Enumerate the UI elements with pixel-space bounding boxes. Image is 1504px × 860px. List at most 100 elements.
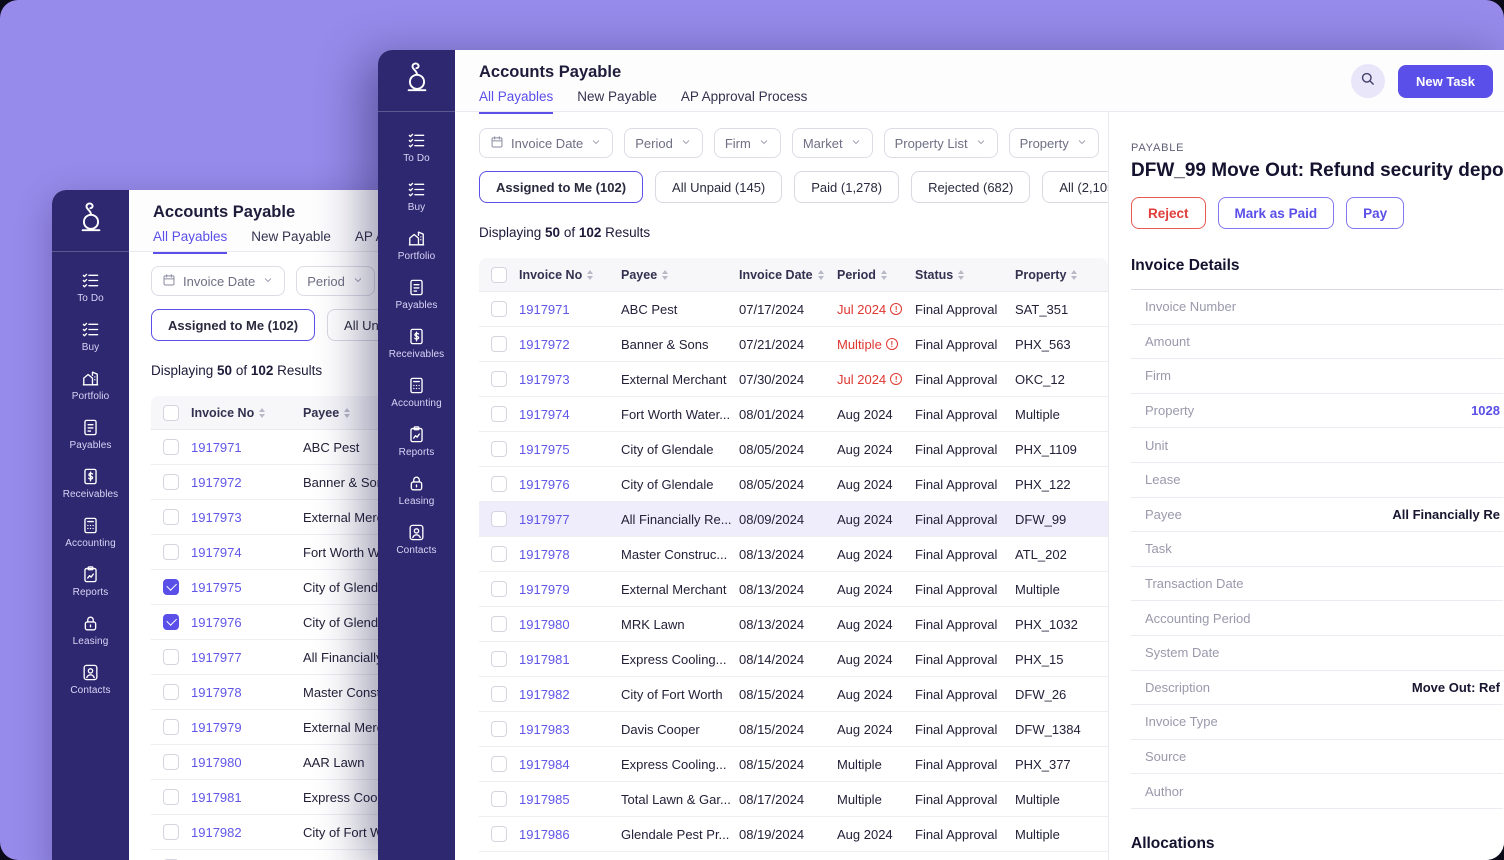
sidebar-item-contacts[interactable]: Contacts [378, 515, 455, 564]
table-row[interactable]: 1917976 City of Glendale 08/05/2024 Aug 202… [479, 467, 1108, 502]
column-header-payee[interactable]: Payee [303, 406, 692, 420]
filter-invoice-date[interactable]: Invoice Date [479, 128, 614, 158]
invoice-link[interactable]: 1917983 [519, 721, 570, 737]
invoice-link[interactable]: 1917981 [519, 651, 570, 667]
table-row[interactable]: 1917972 Banner & Sons 07/21/2024 Multiple! F… [479, 327, 1108, 362]
row-checkbox[interactable] [163, 719, 179, 735]
mark-as-paid-button[interactable]: Mark as Paid [1217, 197, 1335, 229]
row-checkbox[interactable] [163, 579, 179, 595]
sidebar-item-contacts[interactable]: Contacts [52, 655, 129, 704]
table-row[interactable]: 1917975 City of Glendale 08/05/2024 Aug 202… [479, 432, 1108, 467]
row-checkbox[interactable] [491, 546, 507, 562]
invoice-link[interactable]: 1917976 [191, 614, 242, 630]
tab-new-payable[interactable]: New Payable [251, 229, 331, 244]
sidebar-item-accounting[interactable]: Accounting [378, 368, 455, 417]
chip-all-2-105[interactable]: All (2,105) [1042, 171, 1108, 203]
column-header-invoice-no[interactable]: Invoice No [191, 406, 303, 420]
column-header-property[interactable]: Property [1015, 268, 1108, 282]
select-all-checkbox[interactable] [491, 266, 507, 283]
column-header-invoice-date[interactable]: Invoice Date [739, 268, 837, 282]
invoice-link[interactable]: 1917978 [519, 546, 570, 562]
sidebar-item-to-do[interactable]: To Do [378, 123, 455, 172]
table-row[interactable]: 1917980 MRK Lawn 08/13/2024 Aug 2024 Final A… [479, 607, 1108, 642]
row-checkbox[interactable] [163, 544, 179, 560]
chip-all-unpaid-145[interactable]: All Unpaid (145) [655, 171, 783, 203]
column-header-period[interactable]: Period [837, 268, 915, 282]
sidebar-item-to-do[interactable]: To Do [52, 263, 129, 312]
table-row[interactable]: 1917981 Express Cooling... 08/14/2024 Aug 2… [479, 642, 1108, 677]
search-button[interactable] [1350, 64, 1385, 98]
filter-market[interactable]: Market [791, 128, 873, 158]
reject-button[interactable]: Reject [1131, 197, 1206, 229]
invoice-link[interactable]: 1917980 [191, 754, 242, 770]
invoice-link[interactable]: 1917977 [191, 649, 242, 665]
invoice-link[interactable]: 1917973 [519, 371, 570, 387]
sidebar-item-payables[interactable]: Payables [52, 410, 129, 459]
column-header-payee[interactable]: Payee [621, 268, 739, 282]
row-checkbox[interactable] [491, 581, 507, 597]
invoice-link[interactable]: 1917971 [519, 301, 570, 317]
new-task-button[interactable]: New Task [1397, 64, 1493, 98]
sidebar-item-leasing[interactable]: Leasing [378, 466, 455, 515]
sidebar-item-buy[interactable]: Buy [378, 172, 455, 221]
invoice-link[interactable]: 1917980 [519, 616, 570, 632]
table-row[interactable]: 1917973 External Merchant 07/30/2024 Jul 20… [479, 362, 1108, 397]
filter-period[interactable]: Period [624, 128, 703, 158]
invoice-link[interactable]: 1917974 [191, 544, 242, 560]
tab-all-payables[interactable]: All Payables [153, 229, 228, 254]
invoice-link[interactable]: 1917976 [519, 476, 570, 492]
table-row[interactable]: 1917977 All Financially Re... 08/09/2024 Au… [479, 502, 1108, 537]
tab-ap-approval-process[interactable]: AP Approval Process [680, 89, 808, 104]
filter-invoice-date[interactable]: Invoice Date [151, 266, 286, 296]
row-checkbox[interactable] [491, 371, 507, 387]
select-all-checkbox[interactable] [163, 404, 179, 421]
row-checkbox[interactable] [491, 406, 507, 422]
row-checkbox[interactable] [163, 789, 179, 805]
filter-property[interactable]: Property [1008, 128, 1099, 158]
invoice-link[interactable]: 1917982 [519, 686, 570, 702]
table-row[interactable]: 1917971 ABC Pest 07/17/2024 Jul 2024! Final … [479, 292, 1108, 327]
column-header-invoice-no[interactable]: Invoice No [519, 268, 621, 282]
invoice-link[interactable]: 1917981 [191, 789, 242, 805]
table-row[interactable] [479, 852, 1108, 860]
field-value[interactable]: 1028 [1471, 403, 1500, 419]
row-checkbox[interactable] [163, 474, 179, 490]
invoice-link[interactable]: 1917977 [519, 511, 570, 527]
chip-assigned-to-me-102[interactable]: Assigned to Me (102) [479, 171, 644, 203]
invoice-link[interactable]: 1917974 [519, 406, 570, 422]
invoice-link[interactable]: 1917973 [191, 509, 242, 525]
table-row[interactable]: 1917986 Glendale Pest Pr... 08/19/2024 Aug … [479, 817, 1108, 852]
invoice-link[interactable]: 1917985 [519, 791, 570, 807]
row-checkbox[interactable] [163, 684, 179, 700]
tab-all-payables[interactable]: All Payables [479, 89, 554, 114]
sidebar-item-portfolio[interactable]: Portfolio [52, 361, 129, 410]
filter-property-list[interactable]: Property List [883, 128, 998, 158]
sidebar-item-reports[interactable]: Reports [52, 557, 129, 606]
app-logo[interactable] [378, 50, 455, 112]
row-checkbox[interactable] [491, 441, 507, 457]
row-checkbox[interactable] [163, 649, 179, 665]
row-checkbox[interactable] [163, 509, 179, 525]
row-checkbox[interactable] [491, 511, 507, 527]
filter-period[interactable]: Period [296, 266, 375, 296]
invoice-link[interactable]: 1917982 [191, 824, 242, 840]
column-header-status[interactable]: Status [915, 268, 1015, 282]
row-checkbox[interactable] [491, 651, 507, 667]
table-row[interactable]: 1917978 Master Construc... 08/13/2024 Aug 2… [479, 537, 1108, 572]
table-row[interactable]: 1917985 Total Lawn & Gar... 08/17/2024 Mult… [479, 782, 1108, 817]
row-checkbox[interactable] [491, 791, 507, 807]
row-checkbox[interactable] [491, 476, 507, 492]
sidebar-item-receivables[interactable]: Receivables [52, 459, 129, 508]
invoice-link[interactable]: 1917975 [519, 441, 570, 457]
sidebar-item-portfolio[interactable]: Portfolio [378, 221, 455, 270]
invoice-link[interactable]: 1917971 [191, 439, 242, 455]
sidebar-item-buy[interactable]: Buy [52, 312, 129, 361]
filter-firm[interactable]: Firm [713, 128, 781, 158]
row-checkbox[interactable] [163, 614, 179, 630]
invoice-link[interactable]: 1917984 [519, 756, 570, 772]
table-row[interactable]: 1917982 City of Fort Worth 08/15/2024 Aug 2… [479, 677, 1108, 712]
invoice-link[interactable]: 1917986 [519, 826, 570, 842]
row-checkbox[interactable] [491, 301, 507, 317]
invoice-link[interactable]: 1917978 [191, 684, 242, 700]
row-checkbox[interactable] [163, 754, 179, 770]
